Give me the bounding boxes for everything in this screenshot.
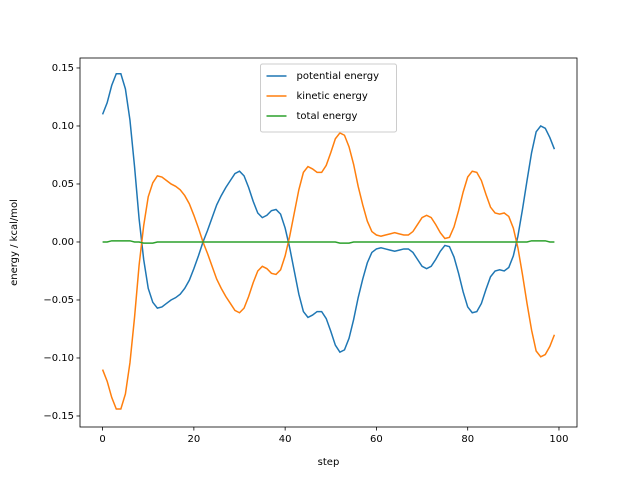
- x-tick-label: 80: [461, 434, 474, 445]
- x-tick-label: 0: [99, 434, 105, 445]
- y-tick-label: −0.10: [43, 353, 74, 364]
- y-tick-label: 0.05: [52, 179, 74, 190]
- y-tick-label: −0.05: [43, 295, 74, 306]
- y-tick-label: −0.15: [43, 411, 74, 422]
- x-tick-label: 60: [370, 434, 383, 445]
- x-axis-label: step: [318, 457, 340, 468]
- legend-box: [260, 63, 397, 133]
- x-tick-label: 40: [279, 434, 292, 445]
- y-axis-label: energy / kcal/mol: [9, 199, 20, 286]
- line-series: [101, 73, 556, 354]
- x-tick-label: 20: [188, 434, 201, 445]
- plot-frame: [79, 57, 578, 428]
- line-series: [102, 240, 555, 244]
- legend-label: potential energy: [297, 71, 380, 82]
- x-tick-label: 100: [549, 434, 568, 445]
- legend-label: total energy: [297, 111, 358, 122]
- y-tick-label: 0.15: [52, 63, 74, 74]
- y-tick-label: 0.10: [52, 121, 74, 132]
- line-series: [101, 131, 556, 410]
- legend-label: kinetic energy: [297, 91, 368, 102]
- y-tick-label: 0.00: [52, 237, 74, 248]
